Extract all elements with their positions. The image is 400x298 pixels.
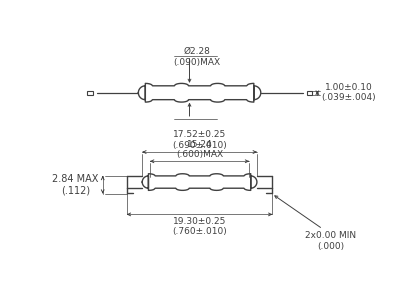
Text: 1.00±0.10
(.039±.004): 1.00±0.10 (.039±.004) <box>321 83 376 103</box>
Text: 17.52±0.25
(.690±.010): 17.52±0.25 (.690±.010) <box>172 130 227 150</box>
Text: 2x0.00 MIN
(.000): 2x0.00 MIN (.000) <box>305 231 356 251</box>
Text: 19.30±0.25
(.760±.010): 19.30±0.25 (.760±.010) <box>172 217 227 236</box>
Text: 2.84 MAX
(.112): 2.84 MAX (.112) <box>52 173 99 195</box>
FancyBboxPatch shape <box>87 91 93 95</box>
Text: Ø2.28
(.090)MAX: Ø2.28 (.090)MAX <box>174 47 221 67</box>
FancyBboxPatch shape <box>306 91 312 95</box>
Text: 15.24
(.600)MAX: 15.24 (.600)MAX <box>176 139 223 159</box>
